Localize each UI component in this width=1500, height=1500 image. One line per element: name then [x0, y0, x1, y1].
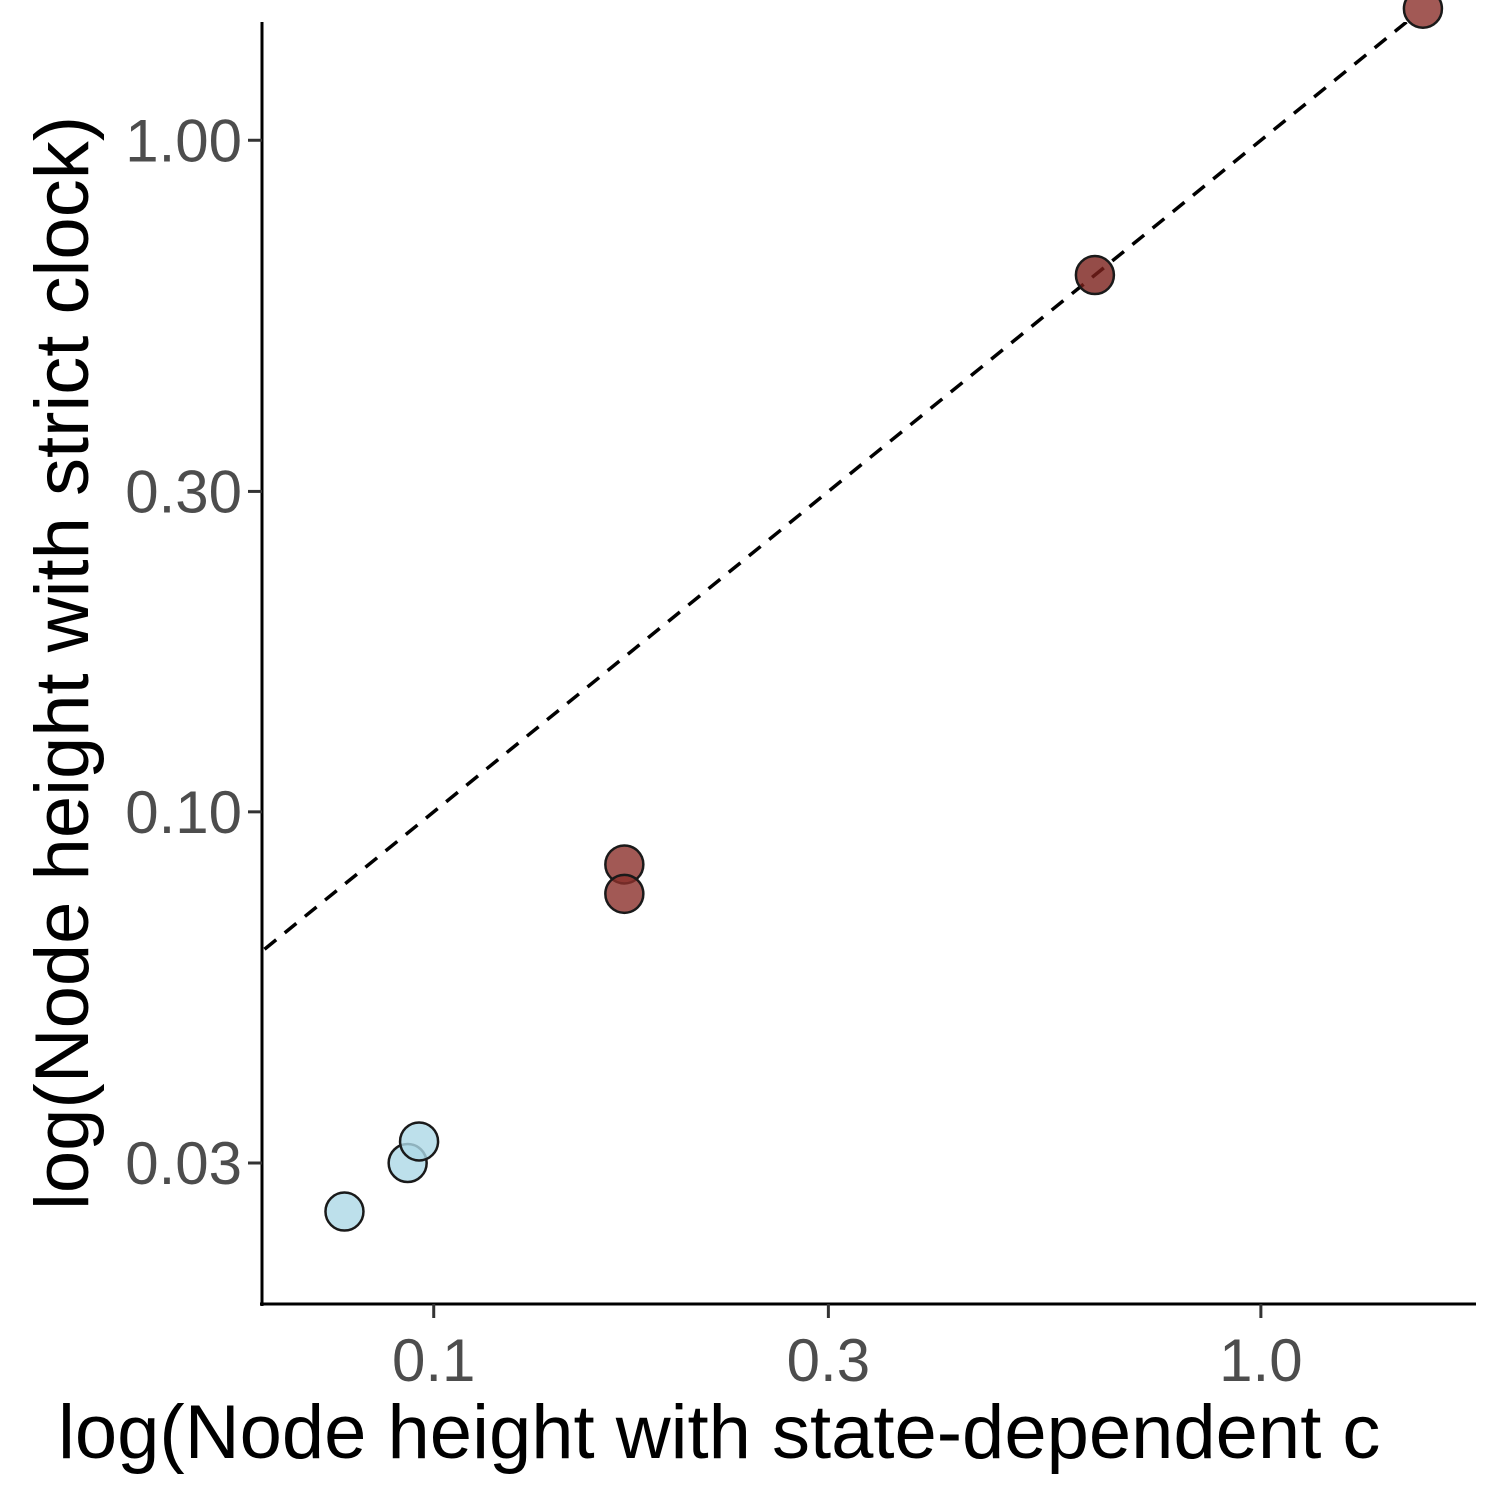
- axes: 0.1 0.3 1.0 0.03 0.10 0.30 1.00: [125, 22, 1476, 1394]
- y-axis-title: log(Node height with strict clock): [20, 116, 105, 1210]
- x-tick-label: 0.3: [787, 1327, 870, 1394]
- y-tick-label: 0.03: [125, 1130, 242, 1197]
- plot-area: [262, 0, 1444, 1232]
- y-tick-label: 1.00: [125, 107, 242, 174]
- x-tick-label: 0.1: [392, 1327, 475, 1394]
- data-point: [604, 873, 645, 915]
- data-point: [324, 1191, 365, 1232]
- y-tick-label: 0.10: [125, 779, 242, 846]
- y-tick-label: 0.30: [125, 458, 242, 525]
- data-point: [1402, 0, 1444, 29]
- data-point: [1074, 254, 1116, 296]
- data-point: [398, 1121, 440, 1162]
- x-axis-title: log(Node height with state-dependent c: [58, 1390, 1380, 1475]
- x-tick-label: 1.0: [1219, 1327, 1302, 1394]
- identity-reference-line: [262, 22, 1410, 954]
